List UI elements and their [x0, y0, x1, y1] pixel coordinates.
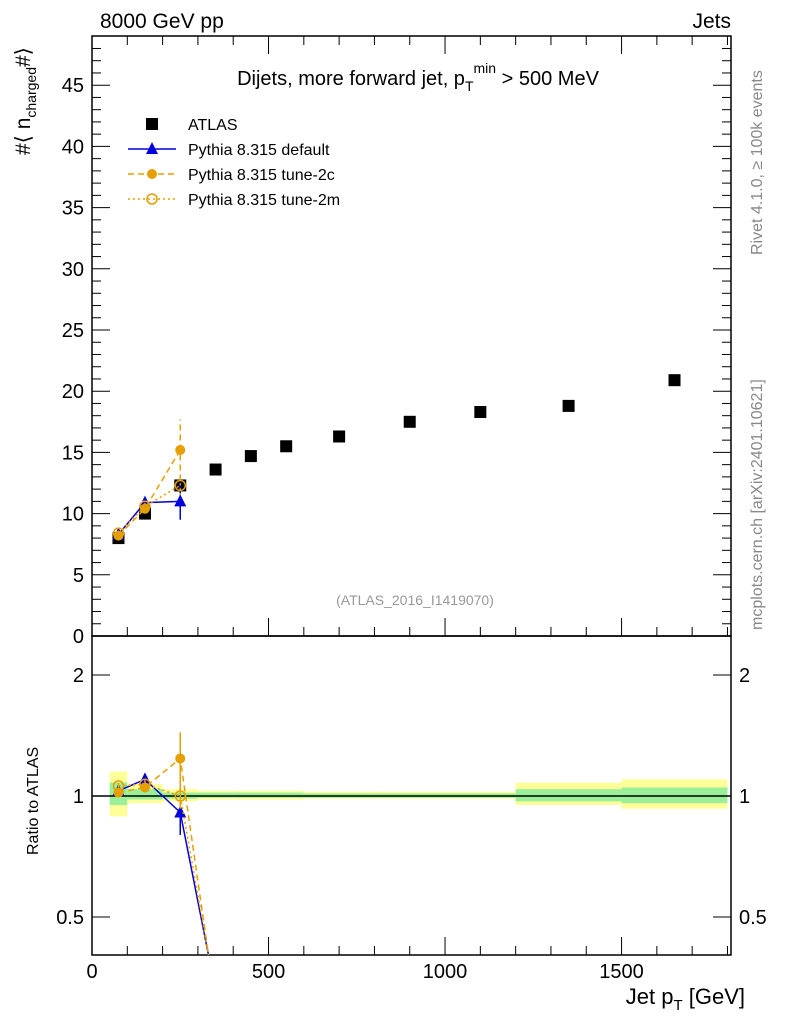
- data-point: [562, 399, 575, 412]
- data-point: [209, 463, 222, 476]
- x-tick-label: 1000: [423, 961, 468, 983]
- legend-label: Pythia 8.315 tune-2m: [188, 192, 340, 209]
- y-tick-label: 40: [62, 136, 84, 158]
- ratio-point: [175, 753, 186, 764]
- ratio-y-tick-label-right: 1: [739, 786, 750, 808]
- plot-title: Dijets, more forward jet, pTmin > 500 Me…: [237, 60, 599, 94]
- data-point: [668, 374, 681, 387]
- header-right: Jets: [692, 10, 731, 33]
- ratio-band-green: [515, 789, 622, 802]
- rivet-label: Rivet 4.1.0, ≥ 100k events: [749, 70, 766, 255]
- ratio-y-label: Ratio to ATLAS: [25, 747, 42, 855]
- ratio-y-tick-label: 1: [73, 786, 84, 808]
- y-tick-label: 0: [73, 626, 84, 648]
- y-tick-label: 20: [62, 381, 84, 403]
- ratio-band-green: [197, 792, 234, 798]
- data-point: [174, 494, 187, 507]
- mcplots-label: mcplots.cern.ch [arXiv:2401.10621]: [749, 379, 766, 630]
- data-point: [112, 527, 125, 539]
- ratio-point: [139, 778, 151, 790]
- legend-marker: [147, 169, 157, 179]
- legend-label: Pythia 8.315 tune-2c: [188, 167, 335, 184]
- ratio-point: [174, 790, 187, 802]
- data-point: [174, 479, 187, 492]
- y-tick-label: 5: [73, 565, 84, 587]
- data-point: [403, 415, 416, 428]
- data-point: [244, 450, 257, 463]
- data-point: [175, 444, 186, 455]
- x-axis-label: Jet pT [GeV]: [626, 984, 745, 1014]
- analysis-id: (ATLAS_2016_I1419070): [336, 592, 494, 608]
- x-tick-label: 0: [86, 961, 97, 983]
- data-point: [474, 406, 487, 419]
- x-tick-label: 500: [252, 961, 285, 983]
- ratio-y-tick-label-right: 2: [739, 665, 750, 687]
- y-tick-label: 15: [62, 442, 84, 464]
- legend-label: ATLAS: [188, 117, 238, 134]
- y-tick-label: 30: [62, 259, 84, 281]
- ratio-point: [174, 805, 187, 818]
- y-tick-label: 25: [62, 320, 84, 342]
- legend-marker: [146, 118, 158, 130]
- ratio-series-line: [118, 778, 210, 956]
- ratio-band-green: [233, 792, 304, 798]
- ratio-band-green: [127, 789, 163, 800]
- data-point: [280, 440, 293, 453]
- data-point: [139, 500, 151, 513]
- ratio-point: [112, 780, 125, 792]
- header-left: 8000 GeV pp: [100, 10, 224, 33]
- series-line: [117, 449, 181, 537]
- series-line: [117, 484, 181, 534]
- y-tick-label: 10: [62, 504, 84, 526]
- x-tick-label: 1500: [599, 961, 644, 983]
- y-tick-label: 45: [62, 75, 84, 97]
- ratio-point: [138, 772, 151, 785]
- ratio-y-tick-label: 0.5: [56, 907, 84, 929]
- ratio-series-line: [118, 757, 210, 956]
- y-axis-label: #⟨ ncharged#⟩: [12, 47, 39, 155]
- y-tick-label: 35: [62, 198, 84, 220]
- ratio-y-tick-label-right: 0.5: [739, 907, 767, 929]
- ratio-y-tick-label: 2: [73, 665, 84, 687]
- ratio-series-line: [118, 783, 210, 956]
- legend-label: Pythia 8.315 default: [188, 142, 330, 159]
- data-point: [333, 430, 346, 443]
- legend-marker: [146, 193, 158, 205]
- legend-marker: [146, 142, 158, 154]
